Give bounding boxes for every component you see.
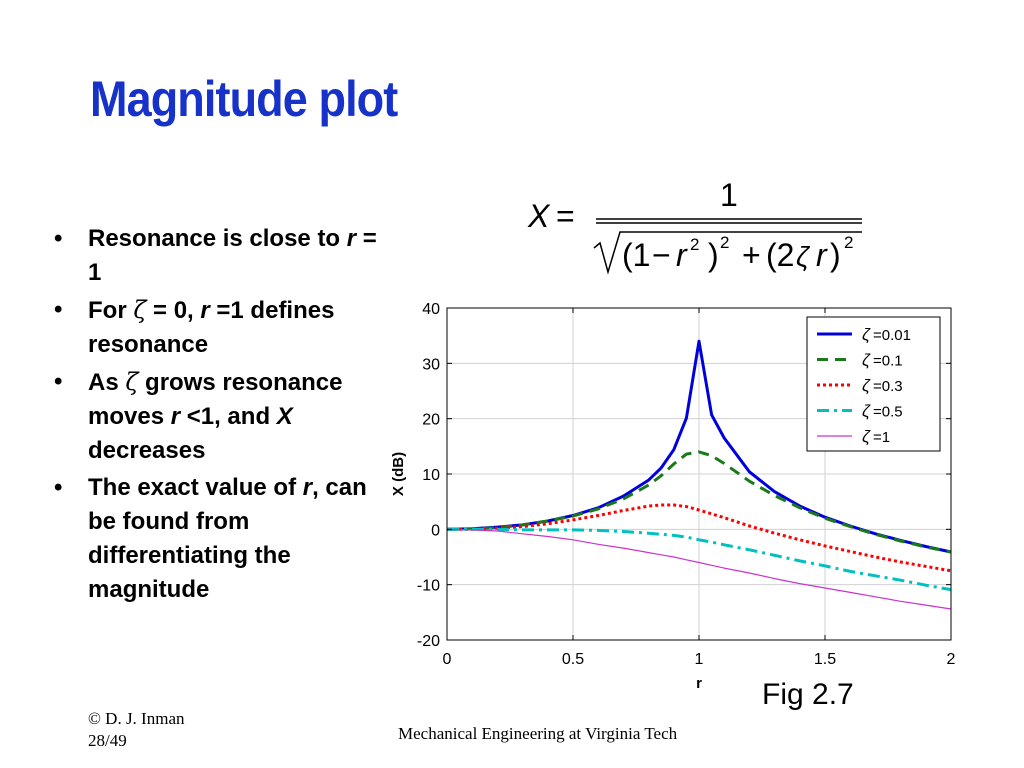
bullet-text: = 0, [146, 297, 201, 324]
formula-numerator: 1 [720, 177, 738, 213]
zeta-symbol: ζ [133, 296, 147, 324]
chart-curves [446, 339, 952, 610]
x-axis-label: r [696, 675, 702, 692]
chart-axes: 0 0.5 1 1.5 2 -20 -10 0 10 20 30 40 r X (dB) [390, 301, 956, 692]
bullet-text: =1 defines resonance [88, 297, 335, 358]
svg-text:2: 2 [690, 235, 699, 254]
legend-zeta-symbol: ζ [862, 376, 871, 395]
y-tick-label: 0 [431, 522, 440, 539]
y-tick-label: -20 [417, 633, 440, 650]
page-number: 28/49 [88, 731, 127, 750]
legend-label: =0.5 [873, 404, 903, 421]
y-axis-label: X (dB) [390, 452, 407, 496]
formula-lhs: X [527, 198, 551, 234]
legend-label: =0.01 [873, 327, 911, 344]
y-tick-label: 30 [422, 356, 440, 373]
italic-symbol: r [170, 403, 181, 430]
figure-caption: Fig 2.7 [762, 678, 854, 711]
legend-zeta-symbol: ζ [862, 402, 871, 421]
svg-text:2: 2 [720, 233, 729, 252]
bullet-item: For ζ = 0, r =1 defines resonance [50, 293, 380, 362]
svg-text:+: + [742, 237, 761, 273]
bullet-item: Resonance is close to r = 1 [50, 222, 380, 290]
y-tick-label: 40 [422, 301, 440, 318]
sqrt-sign [593, 231, 862, 275]
bullet-text: = 1 [88, 225, 377, 286]
copyright-block: © D. J. Inman 28/49 [88, 708, 185, 752]
bullet-list: Resonance is close to r = 1For ζ = 0, r … [50, 222, 380, 610]
x-tick-label: 0 [443, 651, 452, 668]
copyright-text: © D. J. Inman [88, 709, 185, 728]
italic-symbol: r [346, 225, 357, 252]
legend-zeta-symbol: ζ [862, 325, 871, 344]
italic-symbol: r [200, 297, 210, 324]
svg-text:r: r [676, 237, 688, 273]
svg-text:(2: (2 [766, 237, 794, 273]
bullet-text: For [88, 297, 134, 324]
svg-text:): ) [830, 237, 841, 273]
svg-text:(1: (1 [622, 237, 650, 273]
x-tick-label: 1.5 [814, 651, 836, 668]
series-line-zeta-0-1 [446, 450, 952, 554]
magnitude-formula: X = 1 (1 − r 2 ) 2 + (2 ζ r ) 2 [527, 177, 862, 275]
bullet-text: , can be found from differentiating the … [88, 474, 367, 603]
x-tick-label: 2 [947, 651, 956, 668]
chart-legend: ζ =0.01ζ =0.1ζ =0.3ζ =0.5ζ =1 [806, 316, 941, 452]
bullet-text: As [88, 369, 126, 396]
bullet-item: As ζ grows resonance moves r <1, and X d… [50, 365, 380, 468]
y-tick-label: -10 [417, 578, 440, 595]
legend-label: =0.3 [873, 378, 903, 395]
bullet-text: decreases [88, 437, 206, 464]
formula-equals: = [556, 198, 575, 234]
footer-text: Mechanical Engineering at Virginia Tech [398, 724, 678, 743]
series-line-zeta-0-3 [447, 503, 952, 573]
legend-label: =0.1 [873, 353, 903, 370]
svg-text:2: 2 [844, 233, 853, 252]
svg-text:ζ: ζ [796, 241, 811, 272]
series-line-zeta-1 [446, 528, 952, 610]
italic-symbol: X [276, 403, 293, 430]
y-tick-label: 20 [422, 412, 440, 429]
x-tick-label: 0.5 [562, 651, 584, 668]
legend-zeta-symbol: ζ [862, 351, 871, 370]
svg-text:−: − [652, 237, 671, 273]
bullet-item: The exact value of r, can be found from … [50, 471, 380, 607]
bullet-text: grows resonance moves [88, 369, 343, 430]
bullet-text: <1, and [180, 403, 277, 430]
svg-text:r: r [816, 237, 828, 273]
bullet-text: The exact value of [88, 474, 303, 501]
bullet-text: Resonance is close to [88, 225, 347, 252]
italic-symbol: r [302, 474, 313, 501]
slide-title: Magnitude plot [90, 71, 398, 127]
svg-text:): ) [708, 237, 719, 273]
x-tick-label: 1 [695, 651, 704, 668]
zeta-symbol: ζ [125, 368, 139, 396]
legend-label: =1 [873, 429, 890, 446]
series-line-zeta-0-5 [447, 527, 952, 592]
y-tick-label: 10 [422, 467, 440, 484]
legend-zeta-symbol: ζ [862, 427, 871, 446]
